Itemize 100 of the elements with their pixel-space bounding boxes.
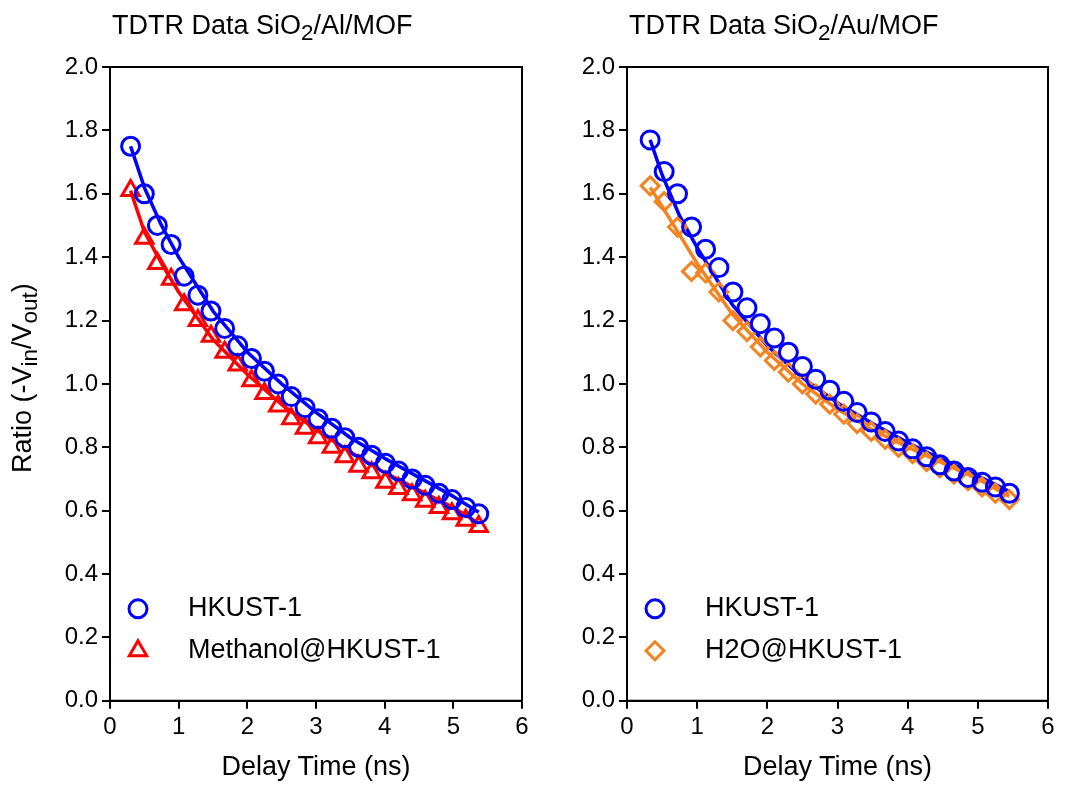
point: [722, 310, 744, 332]
y-tick-label: 0.2: [581, 622, 615, 650]
point: [874, 420, 896, 442]
point: [387, 460, 409, 482]
y-tick-label: 0.4: [64, 558, 98, 586]
x-tick-label: 5: [971, 711, 985, 739]
y-tick-label: 0.2: [64, 622, 98, 650]
legend-label: HKUST-1: [188, 592, 303, 623]
point: [214, 317, 236, 339]
y-tick-label: 1.2: [64, 305, 98, 333]
point: [187, 284, 209, 306]
point: [187, 309, 209, 328]
point: [639, 175, 661, 197]
x-tick-label: 0: [620, 711, 634, 739]
x-tick-label: 3: [309, 711, 323, 739]
point: [321, 417, 343, 439]
point: [441, 489, 463, 511]
point: [455, 496, 477, 518]
point: [998, 489, 1020, 511]
point: [708, 257, 730, 279]
chart-title: TDTR Data SiO$_{2}$/Au/MOF: [629, 10, 939, 47]
point: [334, 427, 356, 449]
point: [916, 446, 938, 468]
point: [254, 360, 275, 382]
point: [846, 401, 868, 423]
x-tick-label: 6: [515, 711, 529, 739]
point: [374, 452, 396, 474]
x-tick-label: 3: [830, 711, 845, 739]
point: [280, 386, 302, 408]
point: [819, 379, 841, 401]
point: [777, 341, 799, 363]
legend-label: Methanol@HKUST-1: [188, 634, 441, 665]
y-tick-label: 1.4: [581, 241, 615, 269]
point: [173, 265, 195, 287]
point: [200, 300, 222, 322]
point: [888, 430, 910, 452]
y-tick-label: 2.0: [581, 51, 615, 79]
point: [681, 216, 703, 238]
y-tick-label: 1.6: [581, 178, 615, 206]
point: [241, 369, 262, 388]
y-tick-label: 1.0: [64, 368, 98, 396]
point: [267, 373, 289, 395]
point: [294, 416, 316, 435]
x-tick-label: 0: [103, 711, 117, 739]
y-tick-label: 1.8: [64, 115, 98, 143]
y-tick-label: 0.8: [581, 431, 615, 459]
point: [639, 129, 661, 151]
y-tick-label: 2.0: [64, 51, 98, 79]
y-tick-label: 0.4: [581, 558, 615, 586]
x-tick-label: 1: [690, 711, 704, 739]
x-axis-title: Delay Time (ns): [221, 751, 411, 782]
point: [736, 297, 758, 319]
point: [749, 313, 771, 335]
y-tick-label: 1.6: [64, 178, 98, 206]
point: [860, 411, 882, 433]
point: [468, 503, 490, 525]
point: [695, 238, 717, 260]
y-tick-label: 0.6: [64, 495, 98, 523]
point: [146, 214, 168, 236]
point: [307, 426, 329, 445]
point: [805, 368, 827, 390]
point: [401, 468, 423, 490]
y-tick-label: 1.2: [581, 305, 615, 333]
x-axis-title: Delay Time (ns): [742, 751, 933, 782]
point: [120, 135, 142, 157]
point: [468, 515, 489, 534]
point: [174, 293, 195, 312]
point: [227, 335, 249, 357]
x-tick-label: 4: [377, 711, 392, 739]
point: [321, 435, 342, 454]
legend-label: HKUST-1: [705, 592, 820, 623]
point: [281, 407, 302, 426]
x-tick-label: 4: [900, 711, 915, 739]
point: [971, 471, 993, 493]
point: [984, 476, 1006, 498]
point: [254, 381, 275, 400]
y-tick-label: 1.4: [64, 241, 98, 269]
y-tick-label: 1.8: [581, 115, 615, 143]
point: [763, 327, 785, 349]
x-tick-label: 1: [171, 711, 186, 739]
point: [307, 408, 329, 430]
x-tick-label: 5: [446, 711, 461, 739]
x-tick-label: 2: [760, 711, 775, 739]
point: [998, 482, 1020, 504]
x-tick-label: 2: [240, 711, 255, 739]
y-tick-label: 0.8: [64, 431, 98, 459]
y-tick-label: 0.0: [64, 685, 98, 713]
point: [681, 260, 703, 282]
point: [653, 161, 675, 183]
chart-title: TDTR Data SiO$_{2}$/Al/MOF: [112, 10, 413, 47]
point: [268, 394, 289, 413]
point: [414, 474, 436, 496]
point: [791, 355, 813, 377]
point: [348, 436, 370, 458]
legend-label: H2O@HKUST-1: [705, 634, 902, 665]
point: [375, 470, 396, 489]
point: [334, 445, 355, 464]
point: [240, 348, 262, 370]
point: [134, 226, 155, 245]
point: [200, 324, 222, 343]
